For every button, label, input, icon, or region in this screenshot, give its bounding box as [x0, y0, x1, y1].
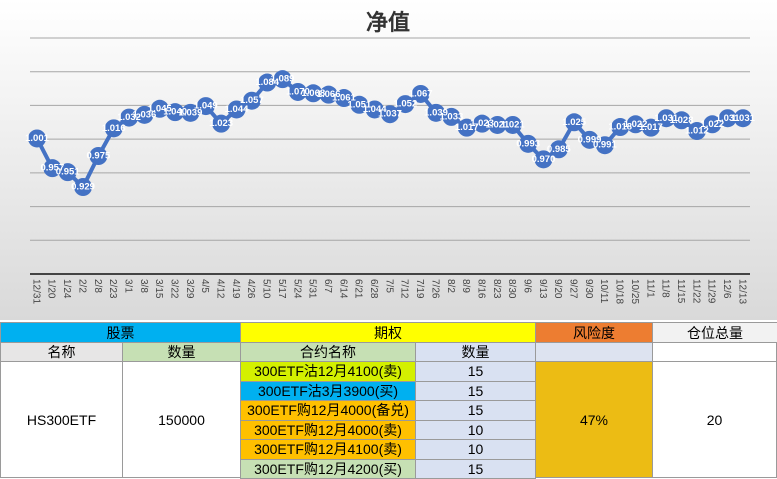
option-quantity: 10 [415, 420, 536, 441]
x-tick-label: 9/6 [521, 279, 532, 293]
stock-name: HS300ETF [0, 361, 123, 478]
option-quantity: 15 [415, 361, 536, 382]
data-label: 0.985 [547, 144, 571, 155]
group-header: 仓位总量 [652, 322, 777, 343]
x-tick-label: 8/30 [506, 279, 517, 299]
data-label: 1.033 [440, 111, 464, 122]
data-label: 1.031 [731, 113, 755, 124]
option-name: 300ETF沽12月4100(卖) [240, 361, 416, 382]
x-tick-label: 12/31 [30, 279, 41, 304]
option-name: 300ETF购12月4100(卖) [240, 439, 416, 460]
data-label: 1.023 [209, 118, 233, 129]
blank [535, 342, 653, 362]
x-tick-label: 11/1 [644, 279, 655, 298]
option-quantity: 15 [415, 459, 536, 479]
x-tick-label: 9/20 [552, 279, 563, 299]
stock-quantity: 150000 [122, 361, 241, 478]
option-quantity: 10 [415, 439, 536, 460]
x-tick-label: 9/27 [568, 279, 579, 299]
x-tick-label: 4/12 [215, 279, 226, 299]
blank [652, 342, 777, 362]
x-tick-label: 7/19 [414, 279, 425, 299]
x-tick-label: 5/17 [276, 279, 287, 299]
data-label: 1.067 [409, 88, 433, 99]
x-tick-label: 6/21 [353, 279, 364, 299]
option-name: 300ETF购12月4000(卖) [240, 420, 416, 441]
data-label: 0.951 [56, 167, 80, 178]
option-name: 300ETF沽3月3900(买) [240, 381, 416, 402]
data-label: 1.001 [25, 133, 49, 144]
x-tick-label: 5/31 [307, 279, 318, 299]
x-tick-label: 11/8 [660, 279, 671, 298]
x-tick-label: 11/29 [706, 279, 717, 304]
data-label: 1.089 [271, 74, 295, 85]
x-tick-label: 3/8 [138, 279, 149, 293]
x-tick-label: 7/26 [429, 279, 440, 299]
x-tick-label: 10/25 [629, 279, 640, 304]
group-header: 期权 [240, 322, 536, 343]
data-label: 0.991 [593, 140, 617, 151]
x-tick-label: 11/22 [690, 279, 701, 304]
x-tick-label: 2/2 [76, 279, 87, 293]
data-label: 1.021 [501, 119, 525, 130]
x-tick-label: 4/5 [199, 279, 210, 293]
data-label: 0.970 [532, 154, 556, 165]
data-label: 1.049 [194, 101, 218, 112]
x-tick-label: 5/10 [261, 279, 272, 299]
data-label: 0.993 [516, 138, 540, 149]
position: 20 [652, 361, 777, 478]
x-tick-label: 3/22 [168, 279, 179, 299]
x-tick-label: 6/7 [322, 279, 333, 293]
x-tick-label: 8/9 [460, 279, 471, 293]
x-tick-label: 1/20 [46, 279, 57, 299]
data-label: 1.025 [562, 117, 586, 128]
data-label: 1.016 [102, 123, 126, 134]
x-tick-label: 1/24 [61, 279, 72, 299]
x-tick-label: 4/19 [230, 279, 241, 299]
option-quantity: 15 [415, 400, 536, 421]
x-tick-label: 6/28 [368, 279, 379, 299]
data-label: 0.929 [71, 182, 95, 193]
x-tick-label: 3/15 [153, 279, 164, 299]
chart-title: 净值 [366, 10, 410, 35]
data-label: 1.028 [670, 115, 694, 126]
group-header: 股票 [0, 322, 241, 343]
data-label: 1.037 [378, 109, 402, 120]
x-tick-label: 3/29 [184, 279, 195, 299]
chart-background [0, 0, 777, 320]
x-tick-label: 8/2 [445, 279, 456, 293]
x-tick-label: 11/15 [675, 279, 686, 304]
x-tick-label: 9/13 [537, 279, 548, 299]
x-tick-label: 2/23 [107, 279, 118, 299]
x-tick-label: 3/1 [122, 279, 133, 293]
x-tick-label: 12/13 [736, 279, 747, 304]
x-tick-label: 9/30 [583, 279, 594, 299]
column-header: 数量 [415, 342, 536, 362]
x-tick-label: 10/18 [614, 279, 625, 304]
data-label: 1.052 [393, 99, 417, 110]
x-tick-label: 6/14 [337, 279, 348, 299]
data-label: 1.017 [639, 122, 663, 133]
chart: 净值 12/31 1/20 1/24 2/2 2/8 2/23 3/1 3/8 3/15 3/22… [0, 0, 777, 320]
x-tick-label: 7/5 [383, 279, 394, 293]
data-label: 0.975 [87, 151, 111, 162]
x-tick-label: 8/23 [491, 279, 502, 299]
x-tick-label: 5/24 [291, 279, 302, 299]
x-tick-label: 8/16 [475, 279, 486, 299]
column-header: 名称 [0, 342, 123, 362]
x-tick-label: 2/8 [92, 279, 103, 293]
option-name: 300ETF购12月4200(买) [240, 459, 416, 479]
group-header: 风险度 [535, 322, 653, 343]
x-tick-label: 4/26 [245, 279, 256, 299]
option-quantity: 15 [415, 381, 536, 402]
column-header: 合约名称 [240, 342, 416, 362]
x-tick-label: 10/11 [598, 279, 609, 304]
x-tick-label: 12/6 [721, 279, 732, 299]
risk: 47% [535, 361, 653, 478]
x-tick-label: 7/12 [399, 279, 410, 299]
option-name: 300ETF购12月4000(备兑) [240, 400, 416, 421]
data-label: 1.057 [240, 95, 264, 106]
column-header: 数量 [122, 342, 241, 362]
